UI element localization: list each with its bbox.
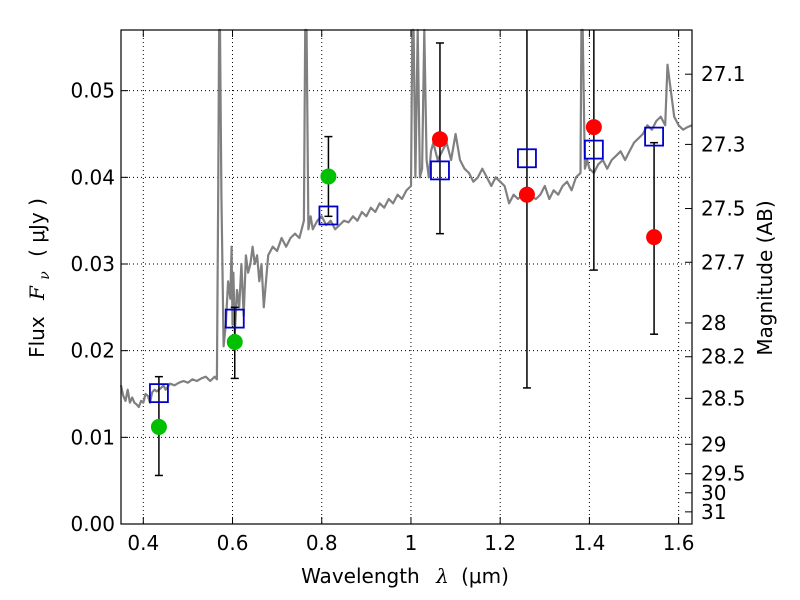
green-data-point: [226, 334, 243, 350]
plot-frame: [120, 29, 693, 525]
red-data-point: [585, 119, 602, 136]
model-flux-square: [318, 205, 339, 226]
x-tick-label: 1.4: [573, 531, 605, 555]
magnitude-tick-label: 28.2: [701, 345, 746, 369]
model-flux-square: [224, 308, 245, 329]
y-tick-label: 0.00: [70, 512, 115, 536]
y-tick-label: 0.05: [70, 79, 115, 103]
model-flux-square: [583, 139, 604, 160]
model-flux-square: [430, 160, 450, 181]
x-tick-label: 0.6: [217, 531, 249, 555]
spectrum-line: [119, 28, 693, 409]
magnitude-tick-label: 27.1: [701, 62, 746, 86]
y-tick-label: 0.03: [70, 252, 115, 276]
green-data-point: [150, 418, 167, 435]
magnitude-axis-label: Magnitude (AB): [753, 200, 777, 355]
model-flux-square: [517, 148, 537, 169]
y-axis-ticks: 0.00 0.01 0.02 0.03 0.04 0.05: [70, 79, 128, 536]
magnitude-tick-label: 27.3: [701, 132, 746, 156]
magnitude-tick-label: 30: [701, 481, 726, 505]
magnitude-tick-label: 27.7: [701, 250, 746, 274]
y-axis-label: Flux F ν ( μJy ): [25, 198, 54, 358]
x-tick-label: 0.8: [306, 531, 338, 555]
x-axis-label: Wavelength λ (μm): [301, 564, 509, 588]
x-tick-label: 1.6: [663, 531, 695, 555]
model-flux-square: [644, 126, 664, 147]
y-tick-label: 0.02: [70, 339, 115, 363]
red-data-point: [518, 186, 535, 203]
template-spectrum: [119, 28, 693, 409]
x-tick-label: 1.2: [484, 531, 516, 555]
magnitude-tick-label: 28.5: [701, 386, 746, 410]
y-tick-label: 0.04: [70, 165, 115, 189]
magnitude-tick-label: 31: [701, 500, 726, 524]
green-data-point: [320, 168, 337, 185]
magnitude-tick-label: 28: [701, 311, 726, 335]
red-data-point: [646, 229, 663, 246]
data-markers: [149, 119, 664, 435]
x-tick-label: 1: [405, 531, 418, 555]
model-flux-square: [149, 383, 169, 404]
magnitude-tick-label: 29.5: [701, 462, 746, 486]
x-tick-label: 0.4: [127, 531, 159, 555]
y-tick-label: 0.01: [70, 425, 115, 449]
grid: [121, 30, 692, 524]
red-data-point: [431, 131, 448, 148]
magnitude-tick-label: 27.5: [701, 197, 746, 221]
magnitude-tick-label: 29: [701, 432, 726, 456]
x-axis-ticks: 0.4 0.6 0.8 1 1.2 1.4 1.6: [127, 30, 695, 555]
